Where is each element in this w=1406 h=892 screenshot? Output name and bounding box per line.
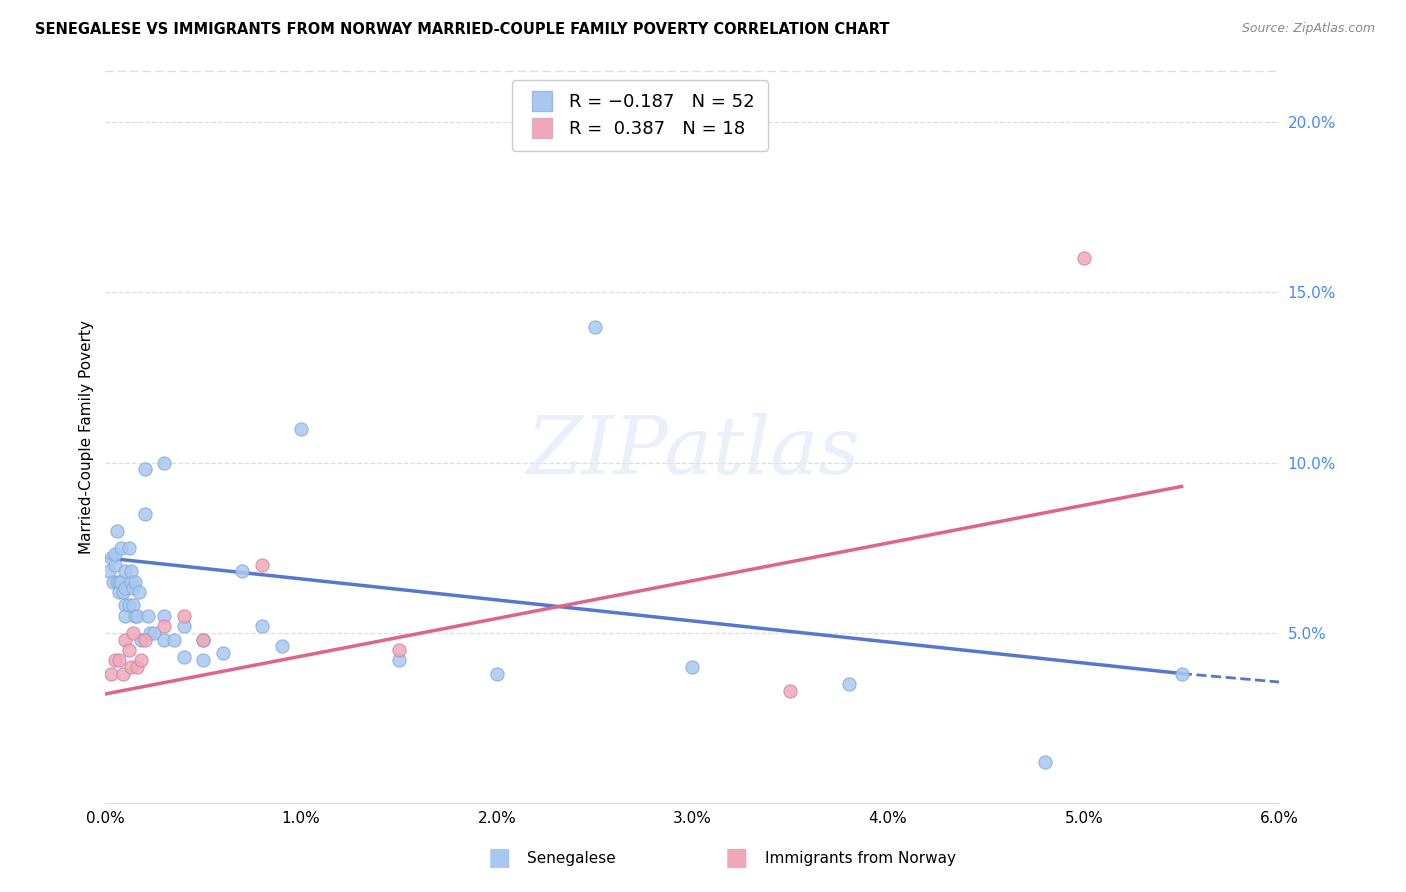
- Point: [120, 574, 142, 589]
- Point: [120, 565, 142, 579]
- Point: [121, 599, 143, 613]
- Point: [173, 649, 195, 664]
- Point: [112, 666, 135, 681]
- Point: [153, 456, 176, 470]
- Point: [121, 625, 143, 640]
- Point: [118, 599, 141, 613]
- Legend: R = −0.187   N = 52, R =  0.387   N = 18: R = −0.187 N = 52, R = 0.387 N = 18: [512, 80, 768, 151]
- Point: [114, 582, 136, 596]
- Point: [143, 625, 166, 640]
- Point: [108, 653, 131, 667]
- Point: [98, 565, 121, 579]
- Point: [211, 646, 233, 660]
- Point: [134, 507, 156, 521]
- Point: [110, 574, 132, 589]
- Point: [118, 541, 141, 555]
- Point: [110, 541, 132, 555]
- Point: [231, 565, 253, 579]
- Point: [104, 548, 127, 562]
- Point: [193, 632, 215, 647]
- Point: [388, 653, 411, 667]
- Point: [388, 642, 411, 657]
- Point: [104, 653, 127, 667]
- Point: [153, 608, 176, 623]
- Point: [124, 574, 146, 589]
- Point: [682, 659, 704, 673]
- Point: [120, 659, 142, 673]
- Point: [125, 608, 148, 623]
- Text: ZIPatlas: ZIPatlas: [526, 413, 859, 491]
- Text: ■: ■: [488, 847, 510, 870]
- Point: [173, 619, 195, 633]
- Text: Source: ZipAtlas.com: Source: ZipAtlas.com: [1241, 22, 1375, 36]
- Point: [1170, 666, 1192, 681]
- Point: [134, 462, 156, 476]
- Point: [193, 653, 215, 667]
- Point: [1073, 252, 1095, 266]
- Point: [250, 558, 273, 572]
- Point: [173, 608, 195, 623]
- Point: [114, 565, 136, 579]
- Point: [153, 632, 176, 647]
- Point: [124, 608, 146, 623]
- Point: [103, 574, 125, 589]
- Point: [138, 608, 160, 623]
- Text: Senegalese: Senegalese: [527, 851, 616, 865]
- Y-axis label: Married-Couple Family Poverty: Married-Couple Family Poverty: [79, 320, 94, 554]
- Point: [779, 683, 801, 698]
- Point: [114, 632, 136, 647]
- Point: [105, 574, 128, 589]
- Point: [125, 659, 148, 673]
- Point: [193, 632, 215, 647]
- Point: [163, 632, 186, 647]
- Point: [121, 582, 143, 596]
- Point: [583, 319, 606, 334]
- Point: [134, 632, 156, 647]
- Point: [108, 585, 131, 599]
- Point: [105, 524, 128, 538]
- Point: [270, 640, 292, 654]
- Point: [108, 574, 131, 589]
- Point: [104, 558, 127, 572]
- Point: [153, 619, 176, 633]
- Point: [114, 599, 136, 613]
- Point: [1033, 755, 1056, 769]
- Point: [290, 421, 312, 435]
- Point: [112, 585, 135, 599]
- Text: SENEGALESE VS IMMIGRANTS FROM NORWAY MARRIED-COUPLE FAMILY POVERTY CORRELATION C: SENEGALESE VS IMMIGRANTS FROM NORWAY MAR…: [35, 22, 890, 37]
- Point: [139, 625, 162, 640]
- Text: ■: ■: [725, 847, 748, 870]
- Point: [128, 585, 150, 599]
- Text: Immigrants from Norway: Immigrants from Norway: [765, 851, 956, 865]
- Point: [129, 653, 152, 667]
- Point: [838, 677, 860, 691]
- Point: [100, 666, 122, 681]
- Point: [129, 632, 152, 647]
- Point: [250, 619, 273, 633]
- Point: [118, 642, 141, 657]
- Point: [114, 608, 136, 623]
- Point: [100, 550, 122, 565]
- Point: [485, 666, 508, 681]
